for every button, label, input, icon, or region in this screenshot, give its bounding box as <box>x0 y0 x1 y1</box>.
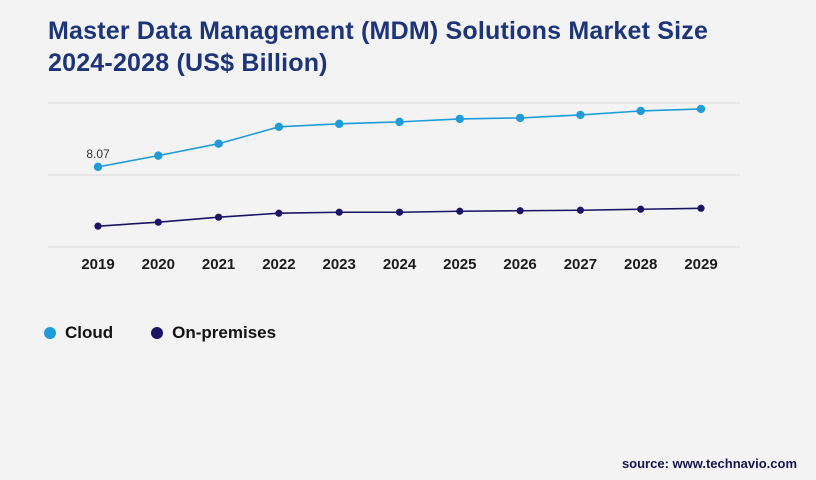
data-point-cloud <box>515 113 525 123</box>
x-axis-label: 2021 <box>202 256 235 273</box>
legend-label-on-premises: On-premises <box>172 323 277 342</box>
x-axis-label: 2024 <box>383 256 417 273</box>
chart-title-line2: 2024-2028 (US$ Billion) <box>48 48 328 77</box>
chart-legend: Cloud On-premises <box>44 323 276 343</box>
x-axis-label: 2019 <box>81 256 114 273</box>
x-axis-label: 2023 <box>323 256 356 273</box>
data-point-cloud <box>636 106 645 116</box>
data-label: 8.07 <box>86 147 110 161</box>
data-point-on-premises <box>697 204 705 212</box>
legend-label-cloud: Cloud <box>65 323 114 342</box>
x-axis-label: 2020 <box>142 256 175 273</box>
data-point-on-premises <box>456 207 464 215</box>
chart-canvas: 2019 2020 2021 2022 2023 2024 2025 2026 2027 2028… <box>48 102 740 273</box>
data-point-cloud <box>395 117 404 127</box>
cloud-legend-dot-icon <box>44 327 56 339</box>
data-point-cloud <box>214 139 223 148</box>
data-point-cloud <box>154 151 163 160</box>
data-point-on-premises <box>335 208 343 216</box>
data-point-on-premises <box>637 205 645 213</box>
x-axis-label: 2027 <box>564 256 597 273</box>
series-line-cloud <box>97 108 702 168</box>
data-point-on-premises <box>395 208 404 216</box>
x-axis-label: 2028 <box>624 256 657 273</box>
data-point-cloud <box>274 122 284 132</box>
x-axis-label: 2026 <box>503 256 536 273</box>
data-point-on-premises <box>94 222 102 230</box>
data-point-cloud <box>576 110 585 120</box>
chart-title-line1: Master Data Management (MDM) Solutions M… <box>48 17 709 45</box>
data-point-on-premises <box>576 206 585 214</box>
line-chart: 2019 2020 2021 2022 2023 2024 2025 2026 2027 2028… <box>48 95 743 280</box>
data-point-cloud <box>335 119 344 129</box>
x-axis-label: 2022 <box>262 256 295 273</box>
chart-title: Master Data Management (MDM) Solutions M… <box>48 16 708 79</box>
x-axis-label: 2025 <box>443 256 476 273</box>
x-axis-label: 2029 <box>684 256 717 273</box>
data-point-cloud <box>93 162 103 172</box>
data-point-on-premises <box>516 207 524 215</box>
data-point-cloud <box>696 104 706 114</box>
data-point-cloud <box>455 114 464 124</box>
data-point-on-premises <box>275 209 283 217</box>
source-attribution: source: www.technavio.com <box>621 456 797 471</box>
data-point-on-premises <box>215 213 223 221</box>
data-point-on-premises <box>154 218 162 226</box>
on-premises-legend-dot-icon <box>151 327 164 339</box>
legend-item-on-premises: On-premises <box>151 323 276 343</box>
legend-item-cloud: Cloud <box>44 323 113 343</box>
